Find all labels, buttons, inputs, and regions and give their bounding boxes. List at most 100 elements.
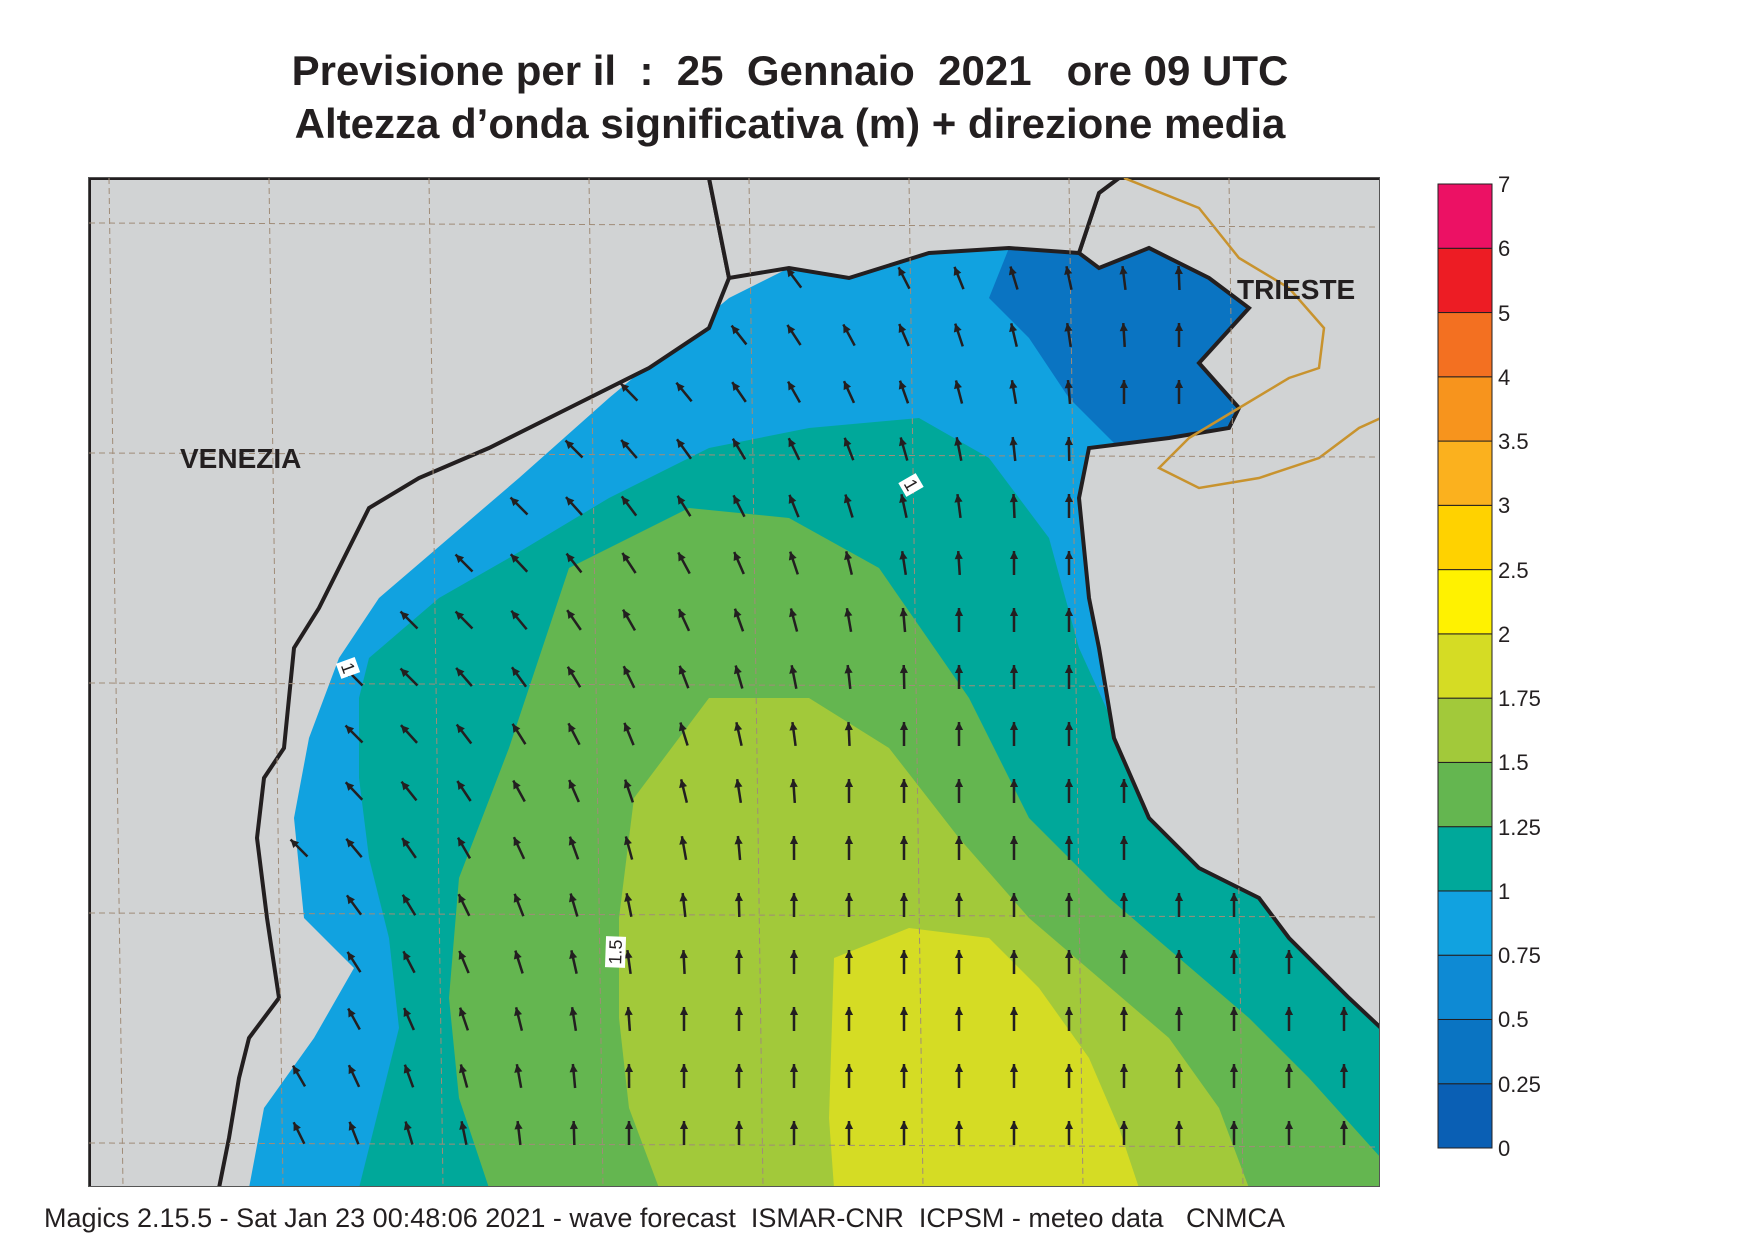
- grid-parallel: [89, 452, 1379, 458]
- wave-direction-arrowhead: [843, 381, 852, 391]
- wave-direction-arrowhead: [1009, 437, 1018, 446]
- wave-direction-arrowhead: [788, 551, 797, 561]
- wave-direction-arrowhead: [455, 611, 465, 621]
- wave-direction-arrowhead: [1119, 323, 1128, 332]
- color-scale-label: 4: [1498, 364, 1511, 390]
- color-scale-label: 1: [1498, 878, 1511, 904]
- wave-direction-arrowhead: [844, 608, 853, 617]
- wave-direction-arrowhead: [1064, 1064, 1074, 1073]
- wave-direction-arrowhead: [954, 779, 964, 788]
- wave-direction-arrowhead: [733, 495, 741, 505]
- wave-direction-arrowhead: [844, 1064, 854, 1073]
- wave-direction-arrowhead: [402, 838, 411, 848]
- wave-direction-arrowhead: [789, 1007, 799, 1016]
- wave-direction-arrowhead: [620, 383, 630, 393]
- color-scale-swatch: [1437, 247, 1493, 314]
- wave-direction-arrowhead: [899, 608, 908, 617]
- color-scale-swatch: [1437, 697, 1493, 763]
- color-scale-swatch: [1437, 826, 1493, 892]
- wave-direction-arrowhead: [514, 1121, 523, 1130]
- grid-meridian: [908, 178, 924, 1186]
- wave-direction-arrowhead: [1009, 551, 1019, 560]
- grid-meridian: [748, 178, 764, 1186]
- wave-direction-arrowhead: [403, 1121, 412, 1131]
- wave-direction-arrowhead: [954, 494, 963, 503]
- wave-direction-arrowhead: [290, 839, 300, 849]
- wave-direction-arrowhead: [457, 781, 466, 790]
- wave-direction-arrowhead: [734, 893, 743, 902]
- wave-direction-arrowhead: [511, 610, 520, 620]
- title-line-2: Altezza d’onda significativa (m) + direz…: [294, 100, 1286, 147]
- color-scale-swatch: [1437, 183, 1493, 249]
- wave-direction-arrowhead: [676, 382, 685, 392]
- wave-direction-arrowhead: [734, 836, 743, 845]
- wave-direction-arrowhead: [513, 780, 521, 790]
- land-istria: [1076, 178, 1379, 1029]
- wave-direction-arrowhead: [624, 1121, 634, 1130]
- wave-direction-arrowhead: [1339, 1064, 1349, 1073]
- wave-direction-arrowhead: [1174, 380, 1184, 389]
- wave-direction-arrowhead: [954, 1064, 964, 1073]
- wave-direction-arrowhead: [1009, 950, 1019, 959]
- wave-direction-arrowhead: [1284, 1007, 1294, 1016]
- grid-parallel: [89, 682, 1379, 688]
- color-scale-label: 0: [1498, 1136, 1511, 1161]
- color-scale-swatch: [1437, 504, 1493, 571]
- color-scale-label: 0.75: [1498, 943, 1541, 969]
- wave-direction-arrowhead: [624, 950, 633, 959]
- wave-direction-arrowhead: [899, 722, 909, 731]
- wave-direction-arrowhead: [899, 551, 908, 560]
- wave-direction-arrowhead: [734, 779, 743, 788]
- wave-direction-arrowhead: [458, 837, 466, 847]
- wave-direction-arrowhead: [734, 722, 743, 731]
- footer-credits: Magics 2.15.5 - Sat Jan 23 00:48:06 2021…: [44, 1203, 1286, 1233]
- wave-direction-arrowhead: [569, 950, 578, 960]
- color-scale-label: 6: [1498, 236, 1511, 262]
- grid-meridian: [1228, 178, 1244, 1186]
- wave-direction-arrowhead: [569, 1121, 578, 1130]
- wave-direction-arrowhead: [899, 836, 909, 845]
- land-north-coast: [706, 178, 1123, 281]
- wave-direction-arrowhead: [1009, 893, 1019, 902]
- color-scale-label: 7: [1498, 172, 1511, 197]
- wave-direction-arrowhead: [789, 722, 798, 731]
- wave-direction-arrowhead: [734, 950, 744, 959]
- wave-direction-arrowhead: [734, 1007, 744, 1016]
- wave-direction-arrowhead: [679, 1007, 689, 1016]
- wave-direction-arrowhead: [1174, 1121, 1184, 1130]
- wave-direction-arrowhead: [513, 837, 522, 847]
- title-line-1: Previsione per il : 25 Gennaio 2021 ore …: [291, 47, 1289, 94]
- wave-direction-arrowhead: [513, 893, 522, 903]
- grid-parallel: [89, 912, 1379, 918]
- grid-meridian: [1068, 178, 1084, 1186]
- color-scale-swatch: [1437, 1018, 1493, 1085]
- wave-direction-arrowhead: [954, 608, 964, 617]
- wave-direction-arrowhead: [954, 380, 962, 390]
- wave-direction-arrowhead: [898, 437, 907, 447]
- wave-direction-arrowhead: [844, 836, 854, 845]
- contour-label: 1.5: [604, 936, 627, 968]
- wave-direction-arrowhead: [403, 1008, 412, 1018]
- wave-direction-arrowhead: [844, 950, 854, 959]
- wave-direction-arrowhead: [733, 665, 742, 675]
- wave-direction-arrowhead: [1229, 893, 1239, 902]
- color-scale-label: 3: [1498, 493, 1511, 519]
- wave-direction-arrowhead: [844, 1121, 854, 1130]
- wave-direction-arrowhead: [899, 1007, 909, 1016]
- wave-direction-arrowhead: [843, 494, 852, 504]
- color-scale-label: 2: [1498, 621, 1511, 647]
- city-label-trieste: TRIESTE: [1237, 274, 1356, 305]
- wave-direction-arrowhead: [348, 1121, 357, 1131]
- wave-direction-arrowhead: [899, 494, 908, 503]
- wave-direction-arrowhead: [899, 665, 908, 674]
- color-scale-label: 3.5: [1498, 429, 1529, 455]
- wave-direction-arrowhead: [621, 496, 630, 506]
- wave-direction-arrowhead: [1119, 836, 1129, 845]
- wave-direction-arrowhead: [1174, 1064, 1184, 1073]
- wave-direction-arrowhead: [734, 1064, 744, 1073]
- wave-direction-arrowhead: [624, 893, 633, 902]
- wave-direction-arrowhead: [401, 781, 410, 791]
- color-scale-swatch: [1437, 312, 1493, 378]
- wave-direction-arrowhead: [734, 1121, 744, 1130]
- wave-direction-arrowhead: [458, 950, 467, 960]
